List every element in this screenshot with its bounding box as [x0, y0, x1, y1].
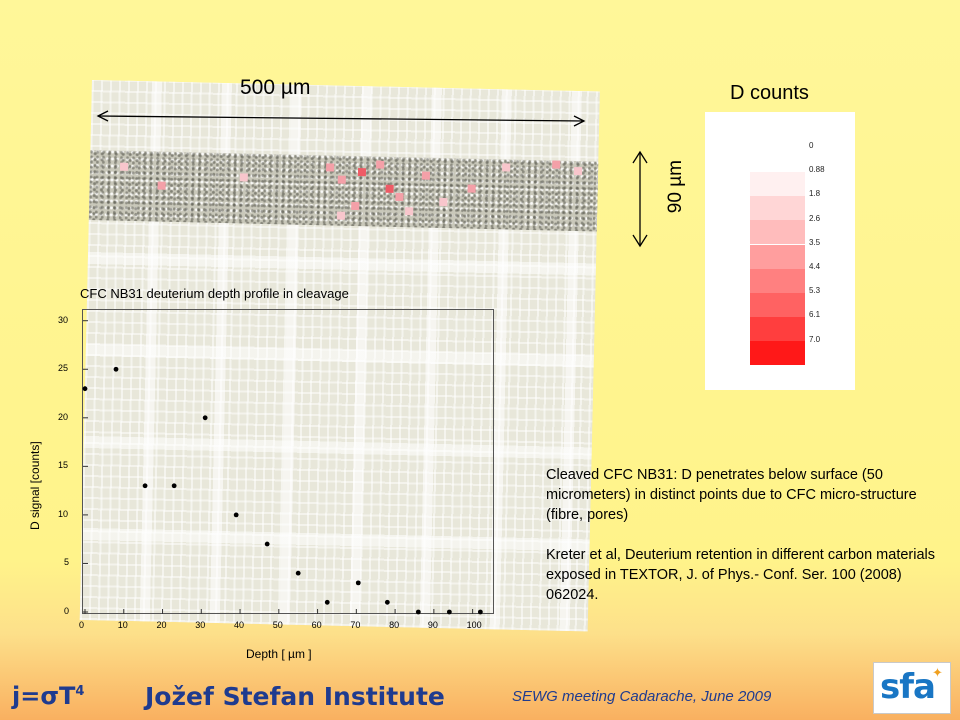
y-tick-label: 25 [58, 363, 69, 374]
logo-star-icon: ✦ [932, 665, 943, 680]
data-point [113, 366, 119, 372]
data-point [446, 609, 452, 615]
legend-label: 4.4 [809, 262, 821, 271]
institute-name: Jožef Stefan Institute [145, 682, 445, 711]
legend-label: 2.6 [809, 213, 821, 223]
x-axis-title: Depth [ µm ] [246, 647, 312, 661]
x-tick-label: 100 [466, 620, 482, 630]
legend-swatch [750, 293, 805, 317]
legend-swatch [750, 341, 805, 366]
data-point [82, 386, 88, 392]
data-point [264, 541, 270, 547]
x-tick-label: 70 [350, 620, 361, 630]
data-point [384, 599, 390, 605]
y-tick-label: 0 [64, 606, 70, 616]
x-tick-label: 40 [234, 620, 245, 630]
data-point [233, 512, 239, 518]
y-tick-label: 20 [58, 411, 69, 422]
meeting-text: SEWG meeting Cadarache, June 2009 [512, 688, 772, 705]
legend-swatch [750, 317, 805, 342]
plot-title: CFC NB31 deuterium depth profile in clea… [80, 286, 349, 301]
x-tick-label: 10 [117, 620, 128, 630]
legend-label: 7.0 [809, 334, 821, 344]
legend-label: 5.3 [809, 286, 821, 296]
data-point [324, 599, 330, 605]
x-tick-label: 60 [311, 620, 322, 630]
x-tick-label: 90 [427, 620, 438, 630]
data-point [202, 415, 208, 421]
legend-swatch [750, 244, 805, 269]
y-tick-label: 30 [58, 314, 69, 325]
legend-swatch [750, 196, 805, 221]
legend-label: 3.5 [809, 237, 821, 247]
caption: Cleaved CFC NB31: D penetrates below sur… [546, 465, 946, 625]
caption-reference: Kreter et al, Deuterium retention in dif… [546, 547, 936, 603]
legend-label: 6.1 [809, 310, 821, 320]
legend-swatch [750, 220, 805, 245]
legend-label: 0 [809, 141, 814, 150]
legend-swatch [750, 172, 805, 196]
caption-description: Cleaved CFC NB31: D penetrates below sur… [546, 467, 917, 523]
x-tick-label: 20 [156, 620, 167, 630]
data-point [171, 483, 177, 489]
legend-swatch [750, 268, 805, 293]
formula-text: j=σT [12, 682, 76, 710]
y-axis-title: D signal [counts] [28, 441, 42, 530]
logo-text: sfa [880, 667, 936, 707]
data-point [295, 570, 301, 576]
legend-label: 1.8 [809, 189, 821, 199]
formula-sup: 4 [75, 684, 85, 699]
data-point [415, 609, 421, 615]
y-tick-label: 10 [58, 508, 69, 519]
legend-box: 0 0.88 1.8 2.6 3.5 4.4 5.3 6.1 7.0 [705, 112, 855, 390]
x-tick-label: 80 [389, 620, 400, 630]
x-tick-label: 0 [79, 620, 85, 630]
x-tick-label: 30 [195, 620, 206, 630]
data-point [142, 483, 148, 489]
legend-title: D counts [730, 82, 809, 104]
y-tick-label: 15 [58, 460, 69, 471]
data-point [355, 580, 361, 586]
scale-label: 500 µm [240, 76, 311, 99]
legend-label: 0.88 [809, 165, 825, 175]
y-tick-label: 5 [64, 557, 70, 568]
sfa-logo: sfa ✦ [873, 662, 951, 714]
x-tick-label: 50 [272, 620, 283, 630]
plot-frame [82, 309, 494, 614]
footer-formula: j=σT4 [12, 682, 84, 710]
data-point [477, 609, 483, 615]
